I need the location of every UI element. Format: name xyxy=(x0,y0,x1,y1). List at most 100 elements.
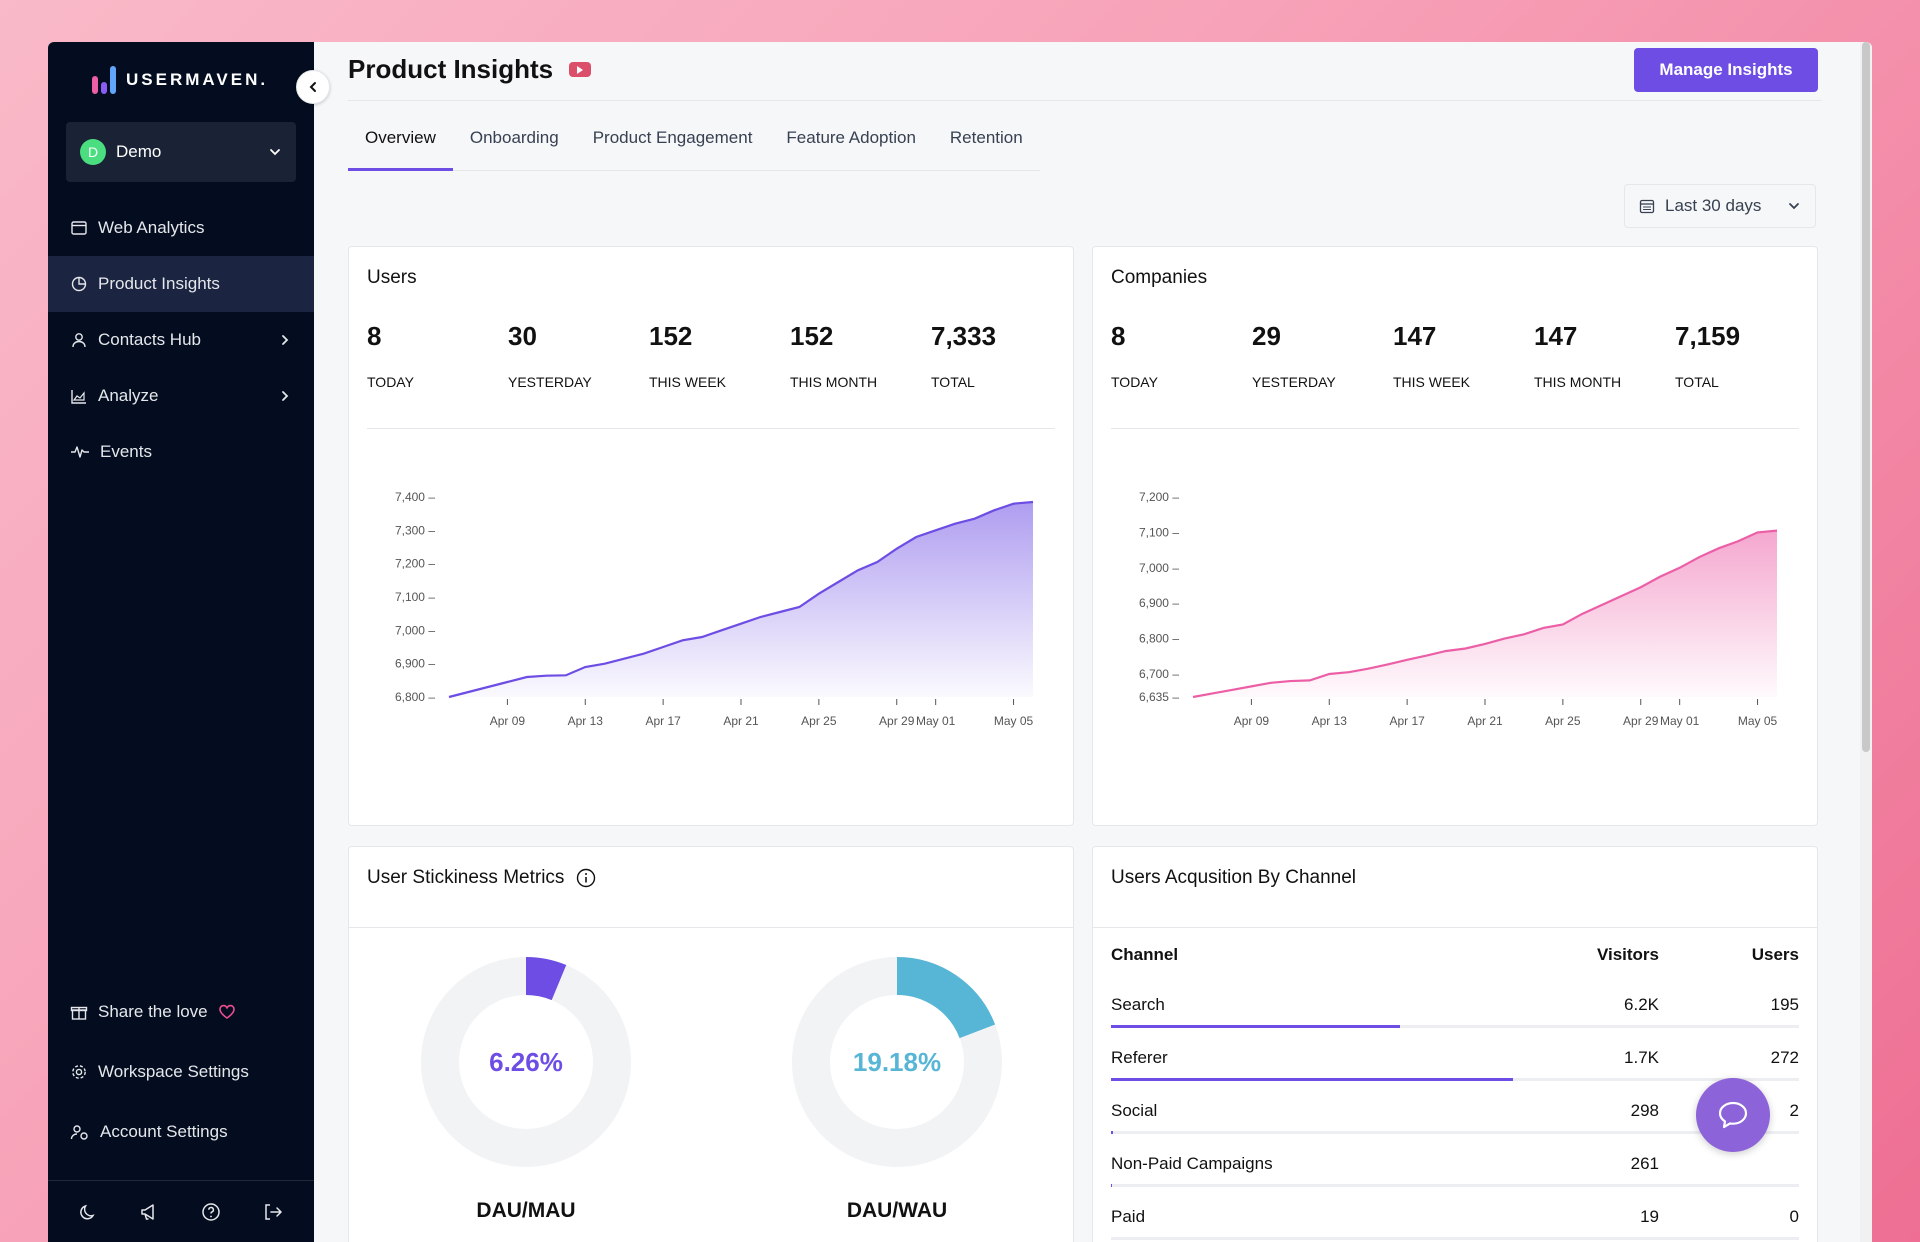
x-tick-label: Apr 17 xyxy=(1389,714,1425,728)
cell-visitors: 1.7K xyxy=(1624,1048,1659,1067)
tab-overview[interactable]: Overview xyxy=(348,114,453,171)
stat-label: TOTAL xyxy=(1675,374,1719,390)
stat-this-week: 147 THIS WEEK xyxy=(1393,321,1534,390)
x-tick-label: Apr 21 xyxy=(723,714,759,728)
logout-icon[interactable] xyxy=(262,1202,284,1222)
workspace-selector[interactable]: D Demo xyxy=(66,122,296,182)
cell-users: 272 xyxy=(1770,1048,1799,1067)
table-row[interactable]: Non-Paid Campaigns 261 xyxy=(1111,1154,1799,1206)
dau-wau-label: DAU/WAU xyxy=(846,1199,948,1222)
sidebar-item-share-love[interactable]: Share the love xyxy=(48,982,314,1042)
x-tick-label: Apr 09 xyxy=(1234,714,1270,728)
stat-value: 30 xyxy=(508,321,537,351)
y-tick-label: 7,000 – xyxy=(1139,561,1179,575)
help-circle-icon[interactable] xyxy=(201,1202,221,1222)
dau-mau-label: DAU/MAU xyxy=(476,1199,576,1222)
sidebar-item-workspace-settings[interactable]: Workspace Settings xyxy=(48,1042,314,1102)
moon-icon[interactable] xyxy=(78,1202,98,1222)
y-tick-label: 6,800 – xyxy=(395,690,435,704)
table-row[interactable]: Paid 19 0 xyxy=(1111,1207,1799,1242)
header-divider xyxy=(348,100,1822,101)
donut-segment xyxy=(421,957,631,1167)
megaphone-icon[interactable] xyxy=(139,1202,161,1222)
sidebar-item-label: Web Analytics xyxy=(98,218,205,237)
sidebar-item-contacts-hub[interactable]: Contacts Hub xyxy=(48,312,314,368)
manage-insights-button[interactable]: Manage Insights xyxy=(1634,48,1818,92)
app-window: USERMAVEN. D Demo Web Analytics Product … xyxy=(48,42,1872,1242)
header-users[interactable]: Users xyxy=(1751,945,1799,964)
sidebar-item-label: Analyze xyxy=(98,386,159,405)
users-area-chart: 6,800 – 6,900 – 7,000 – 7,100 – 7,200 – 7,300… xyxy=(395,490,1034,728)
table-row[interactable]: Social 298 2 xyxy=(1111,1101,1799,1153)
x-tick-label: Apr 17 xyxy=(645,714,681,728)
scrollbar-thumb[interactable] xyxy=(1862,42,1870,752)
y-tick-label: 6,900 – xyxy=(1139,596,1179,610)
stat-label: YESTERDAY xyxy=(508,374,592,390)
share-bar-fill xyxy=(1111,1184,1113,1187)
stickiness-card: User Stickiness Metrics 6.26% DAU/MAU 19… xyxy=(348,846,1074,1242)
tab-onboarding[interactable]: Onboarding xyxy=(469,128,559,147)
info-icon[interactable] xyxy=(576,868,596,888)
sidebar-item-account-settings[interactable]: Account Settings xyxy=(48,1102,314,1162)
activity-pulse-icon xyxy=(71,446,89,458)
sidebar: USERMAVEN. D Demo Web Analytics Product … xyxy=(48,42,314,1242)
table-row[interactable]: Referer 1.7K 272 xyxy=(1111,1048,1799,1100)
x-tick-label: Apr 09 xyxy=(490,714,526,728)
dau-mau-donut: 6.26% xyxy=(421,957,631,1167)
tab-product-engagement[interactable]: Product Engagement xyxy=(592,128,753,147)
chat-support-button[interactable] xyxy=(1696,1078,1770,1152)
stat-yesterday: 30 YESTERDAY xyxy=(508,321,649,390)
user-settings-icon xyxy=(70,1125,88,1140)
companies-stats: 8 TODAY 29 YESTERDAY 147 THIS WEEK 147 THIS … xyxy=(1111,321,1816,390)
video-play-icon[interactable] xyxy=(569,62,592,77)
sidebar-item-analyze[interactable]: Analyze xyxy=(48,368,314,424)
stat-this-week: 152 THIS WEEK xyxy=(649,321,790,390)
x-tick-label: Apr 13 xyxy=(1312,714,1348,728)
stat-this-month: 147 THIS MONTH xyxy=(1534,321,1675,390)
collapse-sidebar-button[interactable] xyxy=(296,70,330,104)
acquisition-card: Users Acqusition By Channel Channel Visi… xyxy=(1092,846,1818,1242)
chart-series-line xyxy=(448,500,1034,699)
tab-retention[interactable]: Retention xyxy=(949,128,1023,147)
stat-value: 152 xyxy=(790,321,834,351)
gear-icon xyxy=(72,1065,86,1079)
tab-feature-adoption[interactable]: Feature Adoption xyxy=(786,128,916,147)
table-row[interactable]: Search 6.2K 195 xyxy=(1111,995,1799,1047)
scrollbar[interactable] xyxy=(1860,42,1872,1242)
brand-logo[interactable]: USERMAVEN. xyxy=(92,66,268,94)
sidebar-item-events[interactable]: Events xyxy=(48,424,314,480)
browser-window-icon xyxy=(71,221,87,235)
stat-label: TOTAL xyxy=(931,374,975,390)
header-channel[interactable]: Channel xyxy=(1111,945,1179,964)
card-title-text: User Stickiness Metrics xyxy=(367,867,565,888)
date-range-picker[interactable]: Last 30 days xyxy=(1624,184,1816,228)
sidebar-item-product-insights[interactable]: Product Insights xyxy=(48,256,314,312)
sidebar-bottom-nav: Share the love Workspace Settings Accoun… xyxy=(48,982,314,1162)
chart-area-fill xyxy=(1193,530,1777,697)
stat-label: THIS WEEK xyxy=(649,374,727,390)
x-tick-label: May 01 xyxy=(1660,714,1700,728)
share-bar xyxy=(1111,1131,1799,1134)
cell-visitors: 19 xyxy=(1640,1207,1659,1226)
area-chart-icon xyxy=(71,390,86,404)
header-visitors[interactable]: Visitors xyxy=(1596,945,1659,964)
stat-value: 147 xyxy=(1393,321,1437,351)
stat-this-month: 152 THIS MONTH xyxy=(790,321,931,390)
stat-label: TODAY xyxy=(1111,374,1158,390)
sidebar-footer xyxy=(48,1180,314,1242)
stat-yesterday: 29 YESTERDAY xyxy=(1252,321,1393,390)
stat-total: 7,159 TOTAL xyxy=(1675,321,1816,390)
main-content: Product Insights Manage Insights Overvie… xyxy=(314,42,1872,1242)
sidebar-item-web-analytics[interactable]: Web Analytics xyxy=(48,200,314,256)
card-title: Companies xyxy=(1111,267,1208,288)
card-divider xyxy=(349,927,1073,928)
y-tick-label: 7,100 – xyxy=(395,590,435,604)
sidebar-item-label: Product Insights xyxy=(98,274,220,293)
donut-segment xyxy=(792,957,1002,1167)
share-bar-fill xyxy=(1111,1025,1400,1028)
stat-label: TODAY xyxy=(367,374,414,390)
x-tick-label: Apr 25 xyxy=(801,714,837,728)
stat-value: 7,333 xyxy=(931,321,997,351)
card-title: Users Acqusition By Channel xyxy=(1111,867,1357,888)
x-tick-label: Apr 29 xyxy=(879,714,915,728)
